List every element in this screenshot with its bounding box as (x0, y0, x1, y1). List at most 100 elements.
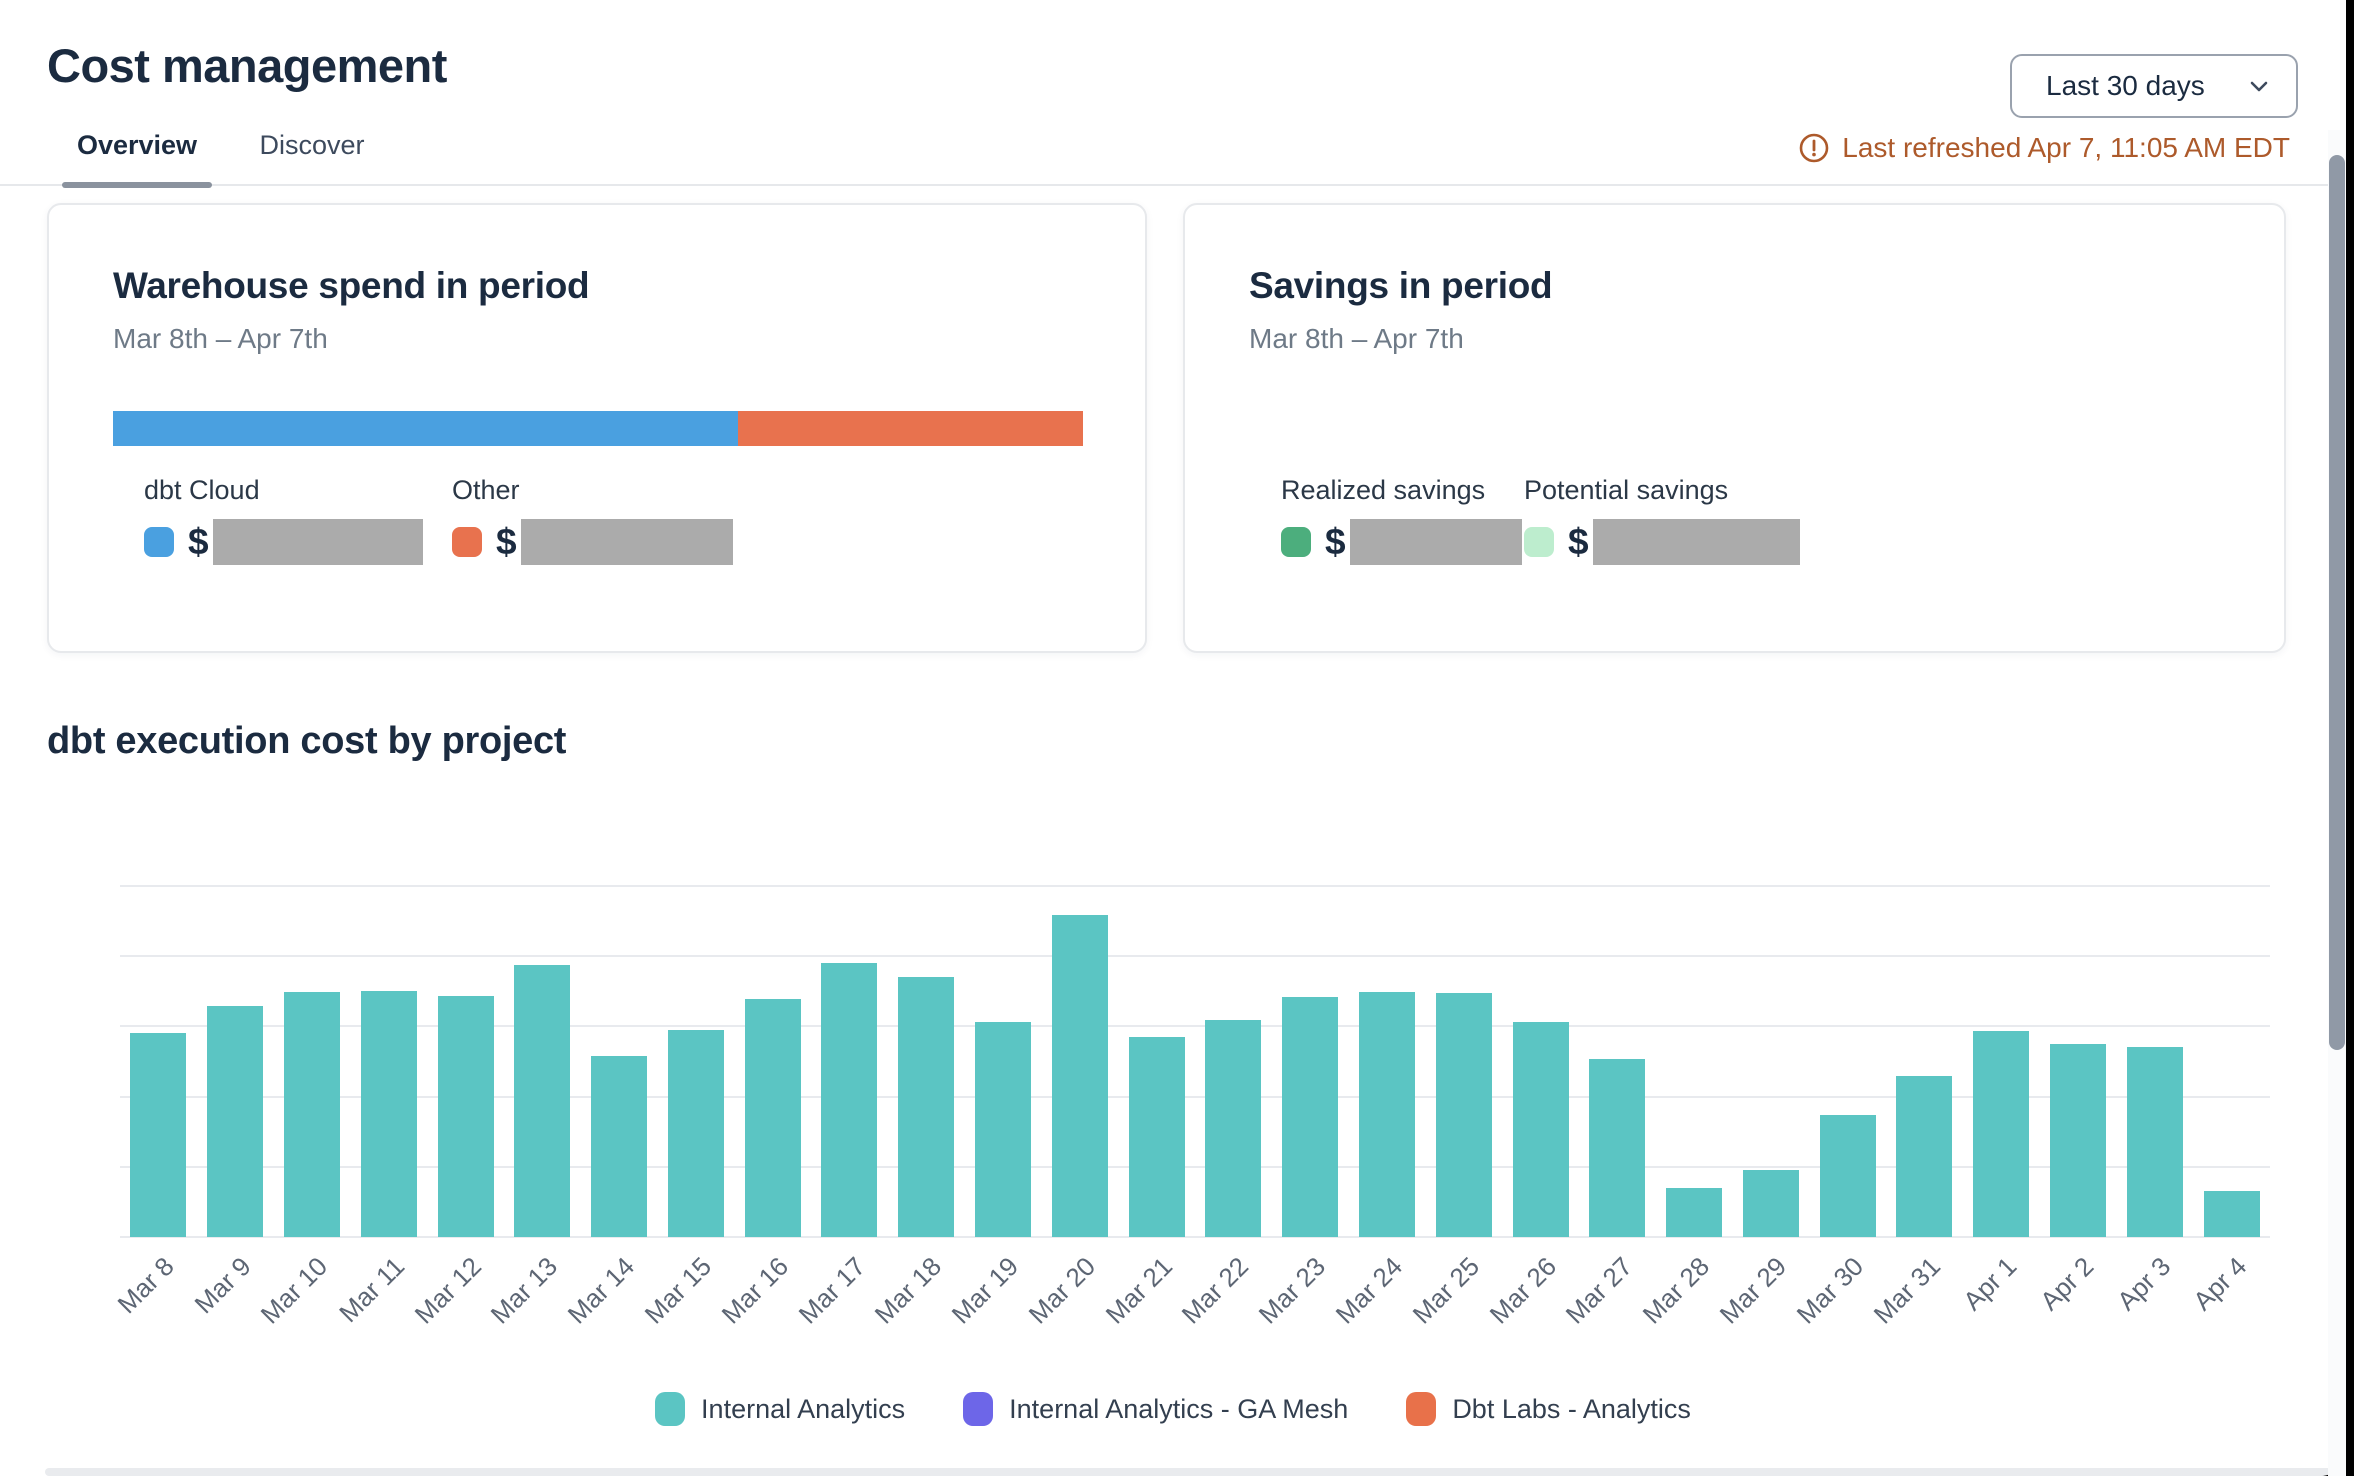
card-period: Mar 8th – Apr 7th (1249, 323, 1464, 354)
bar-segment (744, 999, 801, 1237)
bar-mar-12[interactable] (437, 995, 494, 1237)
bar-segment (591, 1056, 648, 1237)
chart-legend-item[interactable]: Internal Analytics - GA Mesh (963, 1392, 1348, 1426)
x-tick-label: Mar 19 (945, 1251, 1025, 1330)
bar-segment (1128, 1036, 1185, 1237)
x-tick-label: Mar 14 (561, 1251, 641, 1330)
x-tick-label: Mar 12 (408, 1251, 487, 1330)
x-tick-label: Mar 25 (1406, 1251, 1485, 1330)
gridline (120, 1236, 2270, 1238)
legend-label: Dbt Labs - Analytics (1452, 1393, 1691, 1424)
spend-segment (113, 411, 738, 446)
x-tick-label: Apr 2 (2034, 1251, 2100, 1317)
last-refreshed-status: Last refreshed Apr 7, 11:05 AM EDT (1798, 132, 2290, 164)
bar-mar-26[interactable] (1512, 1022, 1569, 1237)
bar-segment (1973, 1030, 2030, 1237)
chevron-down-icon (2250, 81, 2268, 92)
bar-apr-1[interactable] (1973, 1030, 2030, 1237)
vertical-scrollbar-thumb[interactable] (2329, 155, 2345, 1050)
date-range-select[interactable]: Last 30 days (2010, 54, 2298, 118)
bar-apr-3[interactable] (2126, 1047, 2183, 1237)
bar-mar-23[interactable] (1282, 996, 1339, 1237)
bar-mar-29[interactable] (1742, 1170, 1799, 1237)
x-tick-label: Apr 3 (2110, 1251, 2177, 1317)
redacted-value (1349, 519, 1522, 565)
bar-mar-25[interactable] (1435, 993, 1492, 1237)
card-title: Warehouse spend in period (113, 265, 590, 306)
bar-segment (2126, 1047, 2183, 1237)
bar-mar-9[interactable] (207, 1006, 264, 1237)
legend-label: Internal Analytics - GA Mesh (1009, 1393, 1349, 1424)
bar-apr-2[interactable] (2050, 1043, 2107, 1237)
x-tick-label: Mar 9 (188, 1251, 257, 1320)
legend-label: Internal Analytics (701, 1393, 906, 1424)
bar-mar-14[interactable] (591, 1056, 648, 1237)
x-tick-label: Apr 1 (1957, 1251, 2023, 1317)
bar-mar-10[interactable] (283, 992, 340, 1237)
currency-symbol: $ (1568, 521, 1589, 562)
tab-overview[interactable]: Overview (62, 130, 212, 188)
bar-mar-31[interactable] (1896, 1076, 1953, 1237)
legend-swatch (1406, 1392, 1437, 1426)
chart-legend-item[interactable]: Dbt Labs - Analytics (1406, 1392, 1691, 1426)
bar-mar-18[interactable] (898, 977, 955, 1237)
bar-segment (2050, 1043, 2107, 1237)
gridline (120, 885, 2270, 887)
bar-mar-22[interactable] (1205, 1020, 1262, 1237)
bar-mar-13[interactable] (514, 964, 571, 1237)
card-period: Mar 8th – Apr 7th (113, 323, 328, 354)
bar-apr-4[interactable] (2203, 1191, 2260, 1237)
legend-swatch (655, 1392, 686, 1426)
bar-mar-16[interactable] (744, 999, 801, 1237)
warehouse-spend-card: Warehouse spend in period Mar 8th – Apr … (47, 203, 1147, 653)
horizontal-scrollbar[interactable] (45, 1468, 2338, 1476)
bar-segment (898, 977, 955, 1237)
legend-value-other: $ (452, 519, 733, 565)
bar-mar-11[interactable] (360, 991, 417, 1237)
x-tick-label: Mar 15 (638, 1251, 718, 1330)
bar-mar-24[interactable] (1358, 992, 1415, 1237)
bar-mar-27[interactable] (1589, 1058, 1646, 1237)
bar-segment (130, 1033, 187, 1237)
x-tick-label: Mar 23 (1252, 1251, 1332, 1330)
bar-mar-30[interactable] (1819, 1115, 1876, 1237)
redacted-value (1592, 519, 1800, 565)
bar-segment (207, 1006, 264, 1237)
x-tick-label: Mar 16 (715, 1251, 794, 1330)
chart-legend-item[interactable]: Internal Analytics (655, 1392, 905, 1426)
currency-symbol: $ (496, 521, 517, 562)
x-tick-label: Mar 31 (1867, 1251, 1946, 1330)
potential-savings-swatch (1524, 527, 1554, 557)
legend-value-dbt-cloud: $ (144, 519, 423, 565)
x-tick-label: Mar 29 (1713, 1251, 1793, 1330)
bar-mar-8[interactable] (130, 1033, 187, 1237)
bar-mar-15[interactable] (667, 1029, 724, 1237)
redacted-value (212, 519, 423, 565)
tab-discover[interactable]: Discover (259, 130, 365, 160)
bar-mar-28[interactable] (1666, 1187, 1723, 1237)
other-swatch (452, 527, 482, 557)
bar-segment (1896, 1076, 1953, 1237)
card-title: Savings in period (1249, 265, 1553, 306)
legend-label-other: Other (452, 475, 520, 505)
redacted-value (520, 519, 733, 565)
bar-segment (283, 992, 340, 1237)
bar-segment (360, 991, 417, 1237)
bar-mar-21[interactable] (1128, 1036, 1185, 1237)
x-tick-label: Apr 4 (2187, 1251, 2253, 1317)
x-tick-label: Mar 10 (254, 1251, 334, 1330)
chart-title: dbt execution cost by project (47, 720, 567, 762)
gridline (120, 1095, 2270, 1098)
bar-mar-17[interactable] (821, 963, 878, 1237)
bar-segment (2203, 1191, 2260, 1237)
x-tick-label: Mar 20 (1022, 1251, 1102, 1330)
legend-swatch (963, 1392, 994, 1426)
bar-segment (1282, 996, 1339, 1237)
x-tick-label: Mar 28 (1636, 1251, 1716, 1330)
bar-mar-20[interactable] (1051, 915, 1108, 1237)
realized-savings-swatch (1281, 527, 1311, 557)
bar-mar-19[interactable] (975, 1022, 1032, 1237)
page-title: Cost management (47, 39, 447, 92)
